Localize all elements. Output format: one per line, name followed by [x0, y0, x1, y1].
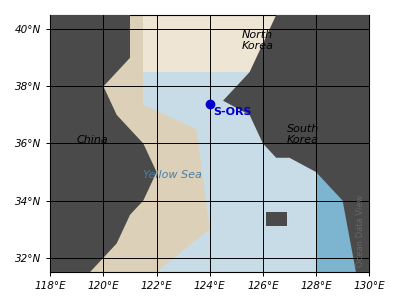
Text: Ocean Data View: Ocean Data View [356, 194, 365, 267]
Text: China: China [77, 136, 109, 145]
Text: South
Korea: South Korea [287, 124, 319, 145]
Text: S-ORS: S-ORS [213, 107, 252, 117]
Text: North
Korea: North Korea [242, 30, 274, 51]
Text: Yellow Sea: Yellow Sea [143, 170, 202, 180]
